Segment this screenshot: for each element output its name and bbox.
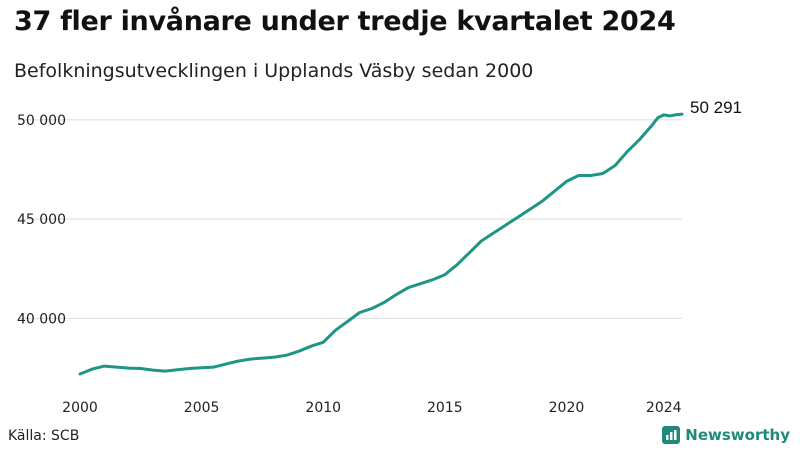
y-tick-label: 40 000 xyxy=(17,311,66,327)
series-line xyxy=(78,112,684,376)
x-tick-label: 2005 xyxy=(184,400,220,416)
source-note: Källa: SCB xyxy=(8,428,80,444)
x-tick-label: 2020 xyxy=(549,400,585,416)
x-tick-label: 2000 xyxy=(62,400,98,416)
x-tick-label: 2015 xyxy=(427,400,463,416)
chart-title: 37 fler invånare under tredje kvartalet … xyxy=(14,6,676,37)
x-tick-label: 2010 xyxy=(305,400,341,416)
brand-name: Newsworthy xyxy=(685,426,790,444)
y-tick-label: 45 000 xyxy=(17,212,66,228)
chart-subtitle: Befolkningsutvecklingen i Upplands Väsby… xyxy=(14,60,534,82)
x-tick-label: 2024 xyxy=(646,400,682,416)
bar-chart-icon xyxy=(662,426,681,444)
end-value-label: 50 291 xyxy=(690,98,742,117)
y-tick-label: 50 000 xyxy=(17,113,66,129)
brand-logo[interactable]: Newsworthy xyxy=(662,426,790,444)
